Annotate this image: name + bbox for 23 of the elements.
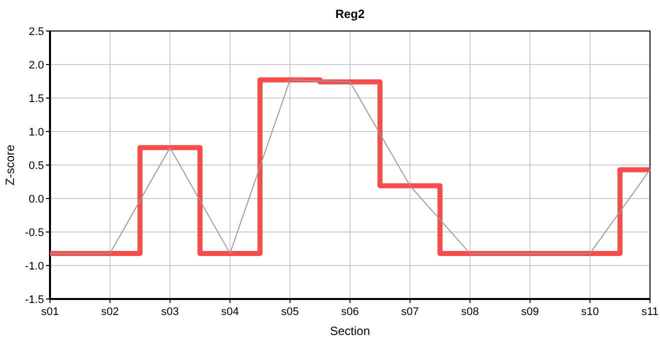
x-tick-label: s11	[642, 306, 658, 318]
y-tick-label: 1.0	[28, 126, 44, 138]
x-tick-label: s07	[401, 306, 419, 318]
x-tick-label: s03	[161, 306, 179, 318]
y-axis-title: Z-score	[3, 144, 17, 186]
x-tick-label: s01	[41, 306, 59, 318]
x-tick-label: s02	[101, 306, 119, 318]
x-tick-label: s10	[581, 306, 599, 318]
y-tick-label: -0.5	[25, 226, 44, 239]
x-tick-label: s06	[341, 306, 359, 318]
x-axis-title: Section	[330, 324, 370, 338]
x-tick-label: s08	[461, 306, 479, 318]
x-tick-label: s09	[521, 306, 539, 318]
x-tick-label: s04	[221, 306, 239, 318]
x-tick-label: s05	[281, 306, 299, 318]
y-tick-label: 2.0	[28, 59, 44, 72]
y-tick-label: 0.5	[28, 160, 44, 172]
y-tick-label: -1.5	[25, 294, 44, 306]
y-tick-label: 0.0	[28, 193, 44, 206]
chart-title: Reg2	[335, 7, 365, 21]
y-tick-label: 2.5	[28, 26, 44, 38]
y-tick-label: 1.5	[28, 92, 44, 105]
y-tick-label: -1.0	[25, 260, 44, 272]
